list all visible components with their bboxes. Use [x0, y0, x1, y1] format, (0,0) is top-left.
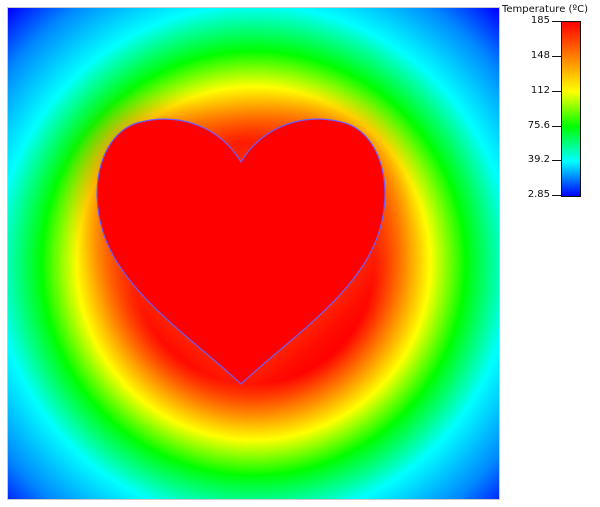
tick-label-39-2: 39.2 [527, 154, 550, 165]
temperature-field-svg [8, 8, 499, 499]
heart-hot-region [96, 118, 386, 385]
legend-title: Temperature (ºC) [502, 4, 589, 15]
tick-label-185: 185 [530, 15, 550, 26]
temperature-legend: Temperature (ºC) 185 148 112 75.6 39.2 2… [498, 0, 600, 210]
tick-label-2-85: 2.85 [527, 189, 550, 200]
tick-label-148: 148 [530, 50, 550, 61]
tick-mark-2-85 [552, 195, 561, 196]
tick-mark-112 [552, 91, 561, 92]
tick-label-112: 112 [530, 85, 550, 96]
tick-mark-185 [552, 21, 561, 22]
tick-mark-148 [552, 56, 561, 57]
tick-label-75-6: 75.6 [527, 120, 550, 131]
tick-mark-75-6 [552, 126, 561, 127]
temperature-field-view[interactable] [7, 7, 500, 500]
temperature-color-bar [561, 21, 581, 197]
tick-mark-39-2 [552, 160, 561, 161]
